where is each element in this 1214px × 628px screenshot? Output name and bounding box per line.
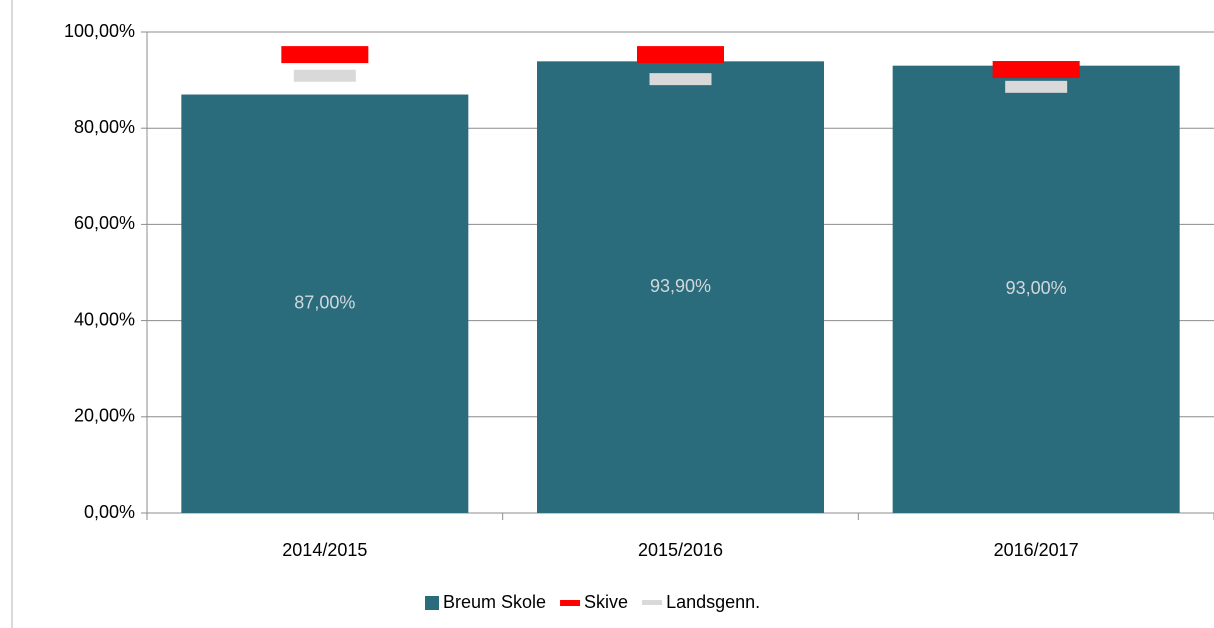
marker xyxy=(281,46,369,64)
legend-swatch xyxy=(642,600,663,605)
y-tick-label: 0,00% xyxy=(84,502,135,522)
value-label: 93,90% xyxy=(650,276,711,296)
y-tick-label: 60,00% xyxy=(74,213,135,233)
value-label: 87,00% xyxy=(294,293,355,313)
marker xyxy=(293,69,356,82)
marker xyxy=(1005,80,1068,93)
legend-label: Landsgenn. xyxy=(666,592,760,612)
y-tick-label: 80,00% xyxy=(74,117,135,137)
bar xyxy=(537,61,824,513)
marker xyxy=(649,73,712,86)
value-label: 93,00% xyxy=(1006,278,1067,298)
x-tick-label: 2014/2015 xyxy=(282,540,367,560)
bar xyxy=(892,65,1180,514)
legend-label: Breum Skole xyxy=(443,592,546,612)
y-tick-label: 40,00% xyxy=(74,309,135,329)
x-tick-label: 2015/2016 xyxy=(638,540,723,560)
bar xyxy=(181,94,469,513)
x-tick-label: 2016/2017 xyxy=(994,540,1079,560)
legend-label: Skive xyxy=(584,592,628,612)
y-tick-label: 100,00% xyxy=(64,21,135,41)
marker xyxy=(992,61,1080,79)
y-tick-label: 20,00% xyxy=(74,406,135,426)
marker xyxy=(637,46,724,64)
legend-swatch xyxy=(560,600,581,606)
legend-swatch xyxy=(425,596,439,610)
